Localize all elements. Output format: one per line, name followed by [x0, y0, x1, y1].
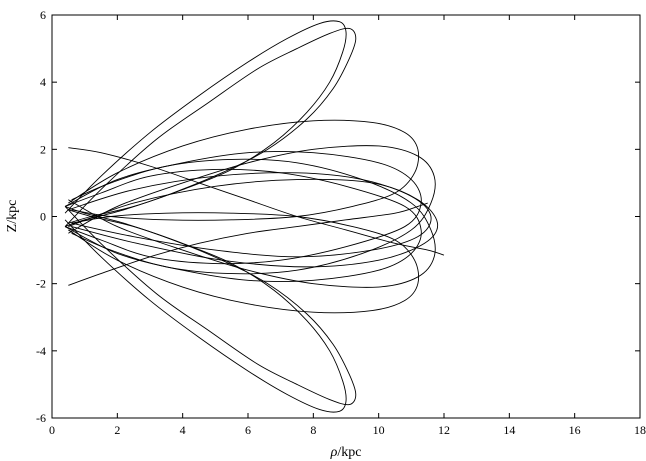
x-tick-label: 18: [634, 423, 646, 437]
x-tick-label: 4: [180, 423, 186, 437]
y-tick-label: -6: [36, 411, 46, 425]
orbit-segment: [64, 205, 357, 406]
orbit-segment: [68, 212, 420, 314]
y-tick-label: -4: [36, 344, 46, 358]
plot-layer: [64, 20, 445, 413]
x-tick-label: 8: [310, 423, 316, 437]
x-tick-label: 12: [438, 423, 450, 437]
x-tick-label: 0: [49, 423, 55, 437]
plot-frame: [51, 14, 641, 419]
labels-layer: 0 2 4 6 8 10 12 14 16 18 -6 -4 -2 0 2 4 6: [36, 8, 646, 437]
orbit-segment: [68, 145, 436, 275]
x-tick-label: 10: [373, 423, 385, 437]
y-tick-label: 4: [40, 75, 46, 89]
ticks-layer: [51, 14, 641, 419]
y-tick-label: 0: [40, 210, 46, 224]
y-tick-label: 6: [40, 8, 46, 22]
x-tick-label: 2: [114, 423, 120, 437]
orbit-segment: [64, 150, 422, 265]
orbit-segment: [68, 172, 432, 258]
orbit-segment: [64, 168, 422, 283]
y-tick-label: -2: [36, 277, 46, 291]
orbit-segment: [68, 147, 445, 256]
orbit-segment: [68, 158, 436, 288]
y-axis-label: Z/kpc: [5, 200, 20, 233]
x-tick-label: 14: [503, 423, 515, 437]
x-axis-label: ρ/kpc: [330, 445, 362, 460]
x-tick-label: 6: [245, 423, 251, 437]
y-tick-label: 2: [40, 142, 46, 156]
orbit-segment: [68, 178, 439, 268]
x-tick-label: 16: [569, 423, 581, 437]
orbit-segment: [68, 119, 420, 221]
